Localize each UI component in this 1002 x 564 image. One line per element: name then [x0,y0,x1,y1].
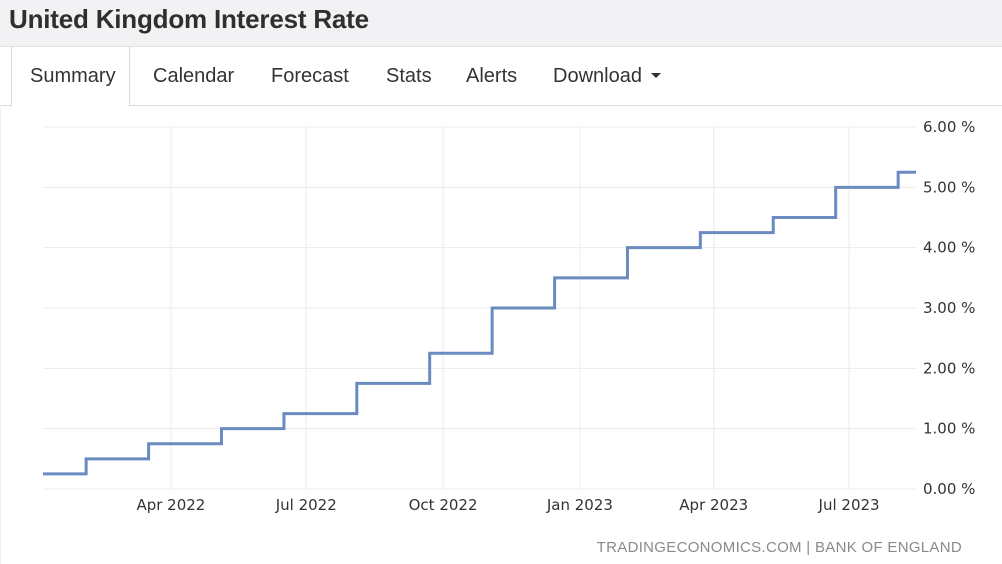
tab-forecast-label: Forecast [271,65,349,87]
tab-alerts[interactable]: Alerts [466,47,517,106]
series-line [43,170,916,476]
tab-calendar[interactable]: Calendar [153,47,234,106]
x-tick-label: Apr 2023 [679,496,748,514]
y-tick-label: 4.00 % [923,239,975,257]
tab-bar: Summary Calendar Forecast Stats Alerts D… [0,47,1002,107]
title-bar: United Kingdom Interest Rate [0,0,1002,47]
page-title: United Kingdom Interest Rate [9,4,369,34]
x-tick-label: Jan 2023 [546,496,613,514]
x-tick-label: Jul 2023 [818,496,880,514]
x-tick-label: Apr 2022 [136,496,205,514]
tab-calendar-label: Calendar [153,65,235,87]
caret-down-icon [650,73,661,79]
x-tick-label: Jul 2022 [275,496,337,514]
tab-forecast[interactable]: Forecast [271,47,349,106]
tab-summary[interactable]: Summary [11,47,130,107]
tab-alerts-label: Alerts [466,65,518,87]
y-tick-label: 2.00 % [923,359,975,377]
chart-area: 0.00 % 1.00 % 2.00 % 3.00 % 4.00 % 5.00 % 6.00… [0,107,1002,564]
y-tick-label: 0.00 % [923,480,975,498]
source-credit: TRADINGECONOMICS.COM | BANK OF ENGLAND [596,539,962,556]
y-tick-label: 6.00 % [923,118,975,136]
tab-stats[interactable]: Stats [386,47,432,106]
y-tick-label: 5.00 % [923,178,975,196]
tab-download[interactable]: Download [553,47,661,106]
tab-summary-label: Summary [30,65,116,87]
tab-download-label: Download [553,65,642,87]
tab-stats-label: Stats [386,65,432,87]
y-tick-label: 1.00 % [923,420,975,438]
x-tick-label: Oct 2022 [409,496,478,514]
interest-rate-chart: 0.00 % 1.00 % 2.00 % 3.00 % 4.00 % 5.00 % 6.00… [43,118,975,514]
y-tick-label: 3.00 % [923,299,975,317]
